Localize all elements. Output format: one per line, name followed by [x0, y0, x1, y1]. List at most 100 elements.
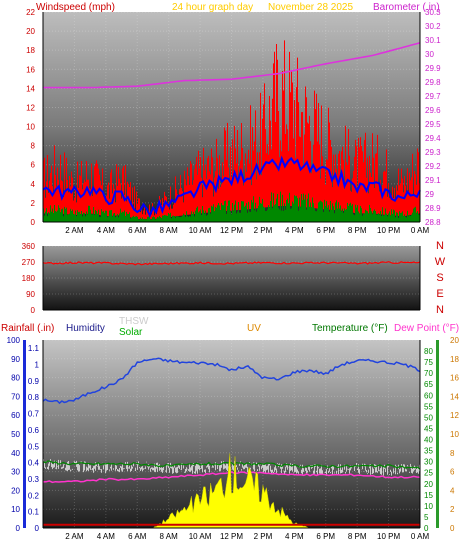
- humidity-y-tick-label: 80: [11, 374, 20, 383]
- barometer-axis-label: Barometer (.in): [373, 2, 440, 13]
- uv-y-tick-label: 14: [450, 392, 459, 401]
- climate-x-tick-label: 6 PM: [316, 532, 335, 541]
- wind-x-tick-label: 8 AM: [160, 226, 179, 235]
- baro-y-tick-label: 29.3: [425, 148, 441, 157]
- compass-label: E: [436, 288, 443, 300]
- temperature-y-tick-label: 50: [424, 413, 433, 422]
- temperature-series: [42, 460, 421, 470]
- wind-y-tick-label: 16: [26, 65, 35, 74]
- winddir-plot-area: [43, 246, 420, 310]
- wind-x-tick-label: 10 AM: [189, 226, 212, 235]
- climate-x-tick-label: 4 PM: [285, 532, 304, 541]
- rainfall-y-tick-label: 0.2: [28, 491, 40, 500]
- uv-y-tick-label: 0: [450, 524, 455, 533]
- legend-uv: UV: [247, 323, 261, 334]
- baro-y-tick-label: 30.1: [425, 36, 441, 45]
- wind-x-tick-label: 12 PM: [220, 226, 243, 235]
- climate-x-tick-label: 8 AM: [160, 532, 179, 541]
- winddir-series: [42, 261, 421, 266]
- temperature-y-tick-label: 45: [424, 424, 433, 433]
- winddir-y-tick-label: 0: [31, 306, 36, 315]
- baro-y-tick-label: 30: [425, 50, 434, 59]
- temperature-y-tick-label: 10: [424, 502, 433, 511]
- temperature-y-tick-label: 75: [424, 358, 433, 367]
- compass-label: N: [436, 240, 444, 252]
- baro-y-tick-label: 30.2: [425, 22, 441, 31]
- winddir-y-tick-label: 180: [22, 274, 36, 283]
- wind-x-tick-label: 6 PM: [316, 226, 335, 235]
- climate-x-tick-label: 2 PM: [254, 532, 273, 541]
- wind-y-tick-label: 2: [31, 199, 36, 208]
- rainfall-y-tick-label: 0.5: [28, 442, 40, 451]
- average-wind-series: [42, 155, 421, 219]
- climate-series: [42, 357, 421, 529]
- uv-y-tick-label: 18: [450, 355, 459, 364]
- wind-x-tick-label: 4 PM: [285, 226, 304, 235]
- humidity-y-tick-label: 50: [11, 430, 20, 439]
- windspeed-axis-label: Windspeed (mph): [36, 2, 115, 13]
- wind-direction-series: [42, 261, 421, 266]
- wind-y-tick-label: 22: [26, 8, 35, 17]
- baro-y-tick-label: 29.7: [425, 92, 441, 101]
- humidity-y-tick-label: 20: [11, 486, 20, 495]
- wind-x-tick-label: 4 AM: [97, 226, 116, 235]
- wind-x-tick-label: 0 AM: [411, 226, 430, 235]
- temperature-y-tick-label: 20: [424, 480, 433, 489]
- wind-y-tick-label: 6: [31, 161, 36, 170]
- temperature-y-tick-label: 0: [424, 524, 429, 533]
- wind-y-tick-label: 0: [31, 218, 36, 227]
- wind-axes: 0 2 4 6 8 10 12 14 16 18 20 22 28.8 28.9 29 29.1 29.2 29.…: [26, 8, 441, 227]
- legend-solar: Solar: [119, 327, 143, 338]
- climate-x-tick-label: 0 AM: [411, 532, 430, 541]
- uv-y-tick-label: 4: [450, 486, 455, 495]
- legend-temperature: Temperature (°F): [312, 323, 388, 334]
- wind-x-tick-label: 8 PM: [348, 226, 367, 235]
- temperature-y-tick-label: 35: [424, 447, 433, 456]
- legend-humidity: Humidity: [66, 323, 105, 334]
- wind-y-tick-label: 4: [31, 180, 36, 189]
- temperature-y-tick-label: 60: [424, 391, 433, 400]
- uv-y-tick-label: 12: [450, 411, 459, 420]
- baro-y-tick-label: 29.8: [425, 78, 441, 87]
- rainfall-y-tick-label: 0.8: [28, 393, 40, 402]
- uv-y-tick-label: 16: [450, 374, 459, 383]
- graph-date: November 28 2025: [268, 2, 353, 13]
- rainfall-y-tick-label: 0.7: [28, 410, 40, 419]
- rainfall-y-tick-label: 0.4: [28, 459, 40, 468]
- compass-label: S: [436, 272, 443, 284]
- wind-y-tick-label: 18: [26, 46, 35, 55]
- uv-y-tick-label: 20: [450, 336, 459, 345]
- wind-x-tick-label: 6 AM: [128, 226, 147, 235]
- humidity-axis-bar: [23, 340, 26, 528]
- rainfall-y-tick-label: 0.9: [28, 377, 40, 386]
- uv-y-tick-label: 6: [450, 468, 455, 477]
- temperature-y-tick-label: 25: [424, 469, 433, 478]
- climate-x-tick-label: 8 PM: [348, 532, 367, 541]
- temperature-y-tick-label: 80: [424, 347, 433, 356]
- barometer-series: [43, 42, 421, 89]
- humidity-y-tick-label: 100: [7, 336, 21, 345]
- wind-y-tick-label: 14: [26, 84, 35, 93]
- climate-axes: 010203040506070809010000.10.20.30.40.50.…: [7, 336, 460, 533]
- humidity-y-tick-label: 30: [11, 468, 20, 477]
- baro-y-tick-label: 29.6: [425, 106, 441, 115]
- humidity-y-tick-label: 0: [16, 524, 21, 533]
- temperature-y-tick-label: 70: [424, 369, 433, 378]
- temperature-y-tick-label: 5: [424, 513, 429, 522]
- rainfall-y-tick-label: 0: [35, 524, 40, 533]
- compass-label: W: [435, 256, 446, 268]
- humidity-y-tick-label: 60: [11, 411, 20, 420]
- climate-x-tick-label: 10 PM: [377, 532, 400, 541]
- climate-x-tick-label: 4 AM: [97, 532, 116, 541]
- winddir-y-tick-label: 270: [22, 258, 36, 267]
- rainfall-y-tick-label: 0.6: [28, 426, 40, 435]
- humidity-y-tick-label: 90: [11, 355, 20, 364]
- graph-title: 24 hour graph day: [172, 2, 253, 13]
- wind-y-tick-label: 10: [26, 123, 35, 132]
- humidity-series: [42, 357, 421, 405]
- climate-x-tick-label: 10 AM: [189, 532, 212, 541]
